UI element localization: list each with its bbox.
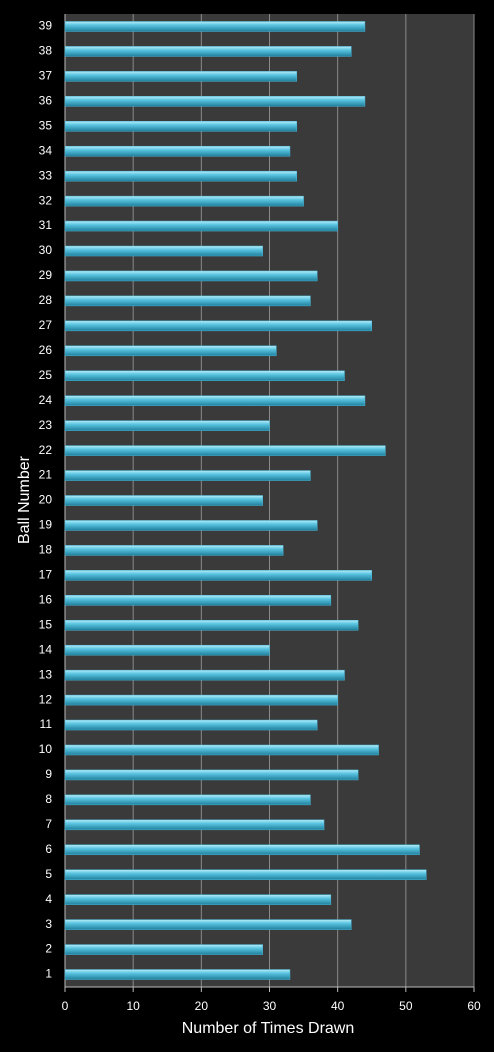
x-tick-label: 60 — [467, 999, 481, 1013]
bar — [64, 370, 345, 382]
y-tick-label: 20 — [39, 493, 53, 507]
bar — [64, 395, 366, 406]
bar — [64, 844, 420, 856]
bar — [64, 21, 366, 32]
y-tick-label: 5 — [45, 867, 52, 881]
y-tick-label: 13 — [39, 667, 53, 681]
bar — [64, 694, 338, 706]
bar — [64, 719, 318, 731]
y-tick-label: 3 — [45, 917, 52, 931]
y-tick-label: 8 — [45, 792, 52, 806]
y-tick-label: 26 — [39, 343, 53, 357]
y-tick-label: 2 — [45, 942, 52, 956]
y-tick-label: 4 — [45, 892, 52, 906]
y-tick-label: 22 — [39, 443, 53, 457]
bar — [64, 245, 263, 257]
y-tick-label: 17 — [39, 568, 53, 582]
y-tick-label: 14 — [39, 642, 53, 656]
y-tick-label: 11 — [40, 717, 53, 731]
bar — [64, 919, 352, 930]
bar — [64, 270, 318, 282]
bar — [64, 619, 359, 631]
x-tick-label: 40 — [331, 999, 345, 1013]
x-tick-label: 10 — [126, 999, 140, 1013]
y-tick-label: 21 — [39, 468, 53, 482]
y-tick-label: 27 — [39, 318, 53, 332]
bar — [64, 894, 332, 905]
bar — [64, 145, 291, 157]
bar — [64, 969, 291, 980]
y-tick-label: 10 — [39, 742, 53, 756]
y-tick-label: 12 — [39, 692, 53, 706]
y-tick-label: 6 — [45, 842, 52, 856]
bar — [64, 570, 372, 581]
y-tick-label: 19 — [39, 518, 53, 532]
bar — [64, 869, 427, 880]
y-tick-label: 33 — [39, 168, 53, 182]
y-tick-label: 35 — [39, 118, 53, 132]
y-tick-label: 36 — [39, 93, 53, 107]
y-tick-label: 32 — [39, 193, 53, 207]
x-axis-title: Number of Times Drawn — [182, 1020, 355, 1037]
bar — [64, 769, 359, 781]
bar — [64, 220, 338, 232]
bar — [64, 744, 379, 756]
bar — [64, 121, 298, 132]
bar — [64, 520, 318, 531]
y-tick-label: 30 — [39, 243, 53, 257]
bar — [64, 644, 270, 656]
bar — [64, 470, 311, 481]
bar — [64, 96, 366, 107]
y-tick-label: 37 — [39, 69, 53, 83]
y-tick-label: 29 — [39, 268, 53, 282]
bar — [64, 545, 284, 556]
x-tick-label: 0 — [62, 999, 69, 1013]
x-tick-label: 20 — [195, 999, 209, 1013]
bar — [64, 420, 270, 431]
y-tick-label: 34 — [39, 143, 53, 157]
x-tick-label: 30 — [263, 999, 277, 1013]
bar — [64, 595, 332, 606]
y-axis-title: Ball Number — [16, 455, 33, 544]
bar — [64, 445, 386, 456]
y-tick-label: 16 — [39, 592, 53, 606]
y-tick-label: 39 — [39, 19, 53, 33]
y-tick-label: 18 — [39, 543, 53, 557]
y-tick-label: 28 — [39, 293, 53, 307]
bar — [64, 320, 372, 332]
bar — [64, 295, 311, 307]
bar — [64, 794, 311, 806]
y-tick-label: 15 — [39, 617, 53, 631]
y-tick-label: 24 — [39, 393, 53, 407]
bar — [64, 819, 325, 831]
y-tick-label: 9 — [45, 767, 52, 781]
bar — [64, 495, 263, 506]
y-tick-label: 7 — [45, 817, 52, 831]
bar — [64, 345, 277, 357]
y-tick-label: 23 — [39, 418, 53, 432]
y-tick-label: 38 — [39, 44, 53, 58]
bar — [64, 46, 352, 57]
bar — [64, 71, 298, 82]
x-tick-label: 50 — [399, 999, 413, 1013]
bar — [64, 669, 345, 681]
bar — [64, 944, 263, 955]
y-tick-label: 1 — [45, 967, 52, 981]
y-tick-label: 25 — [39, 368, 53, 382]
bar — [64, 195, 304, 207]
bar — [64, 170, 298, 182]
y-tick-label: 31 — [39, 218, 53, 232]
